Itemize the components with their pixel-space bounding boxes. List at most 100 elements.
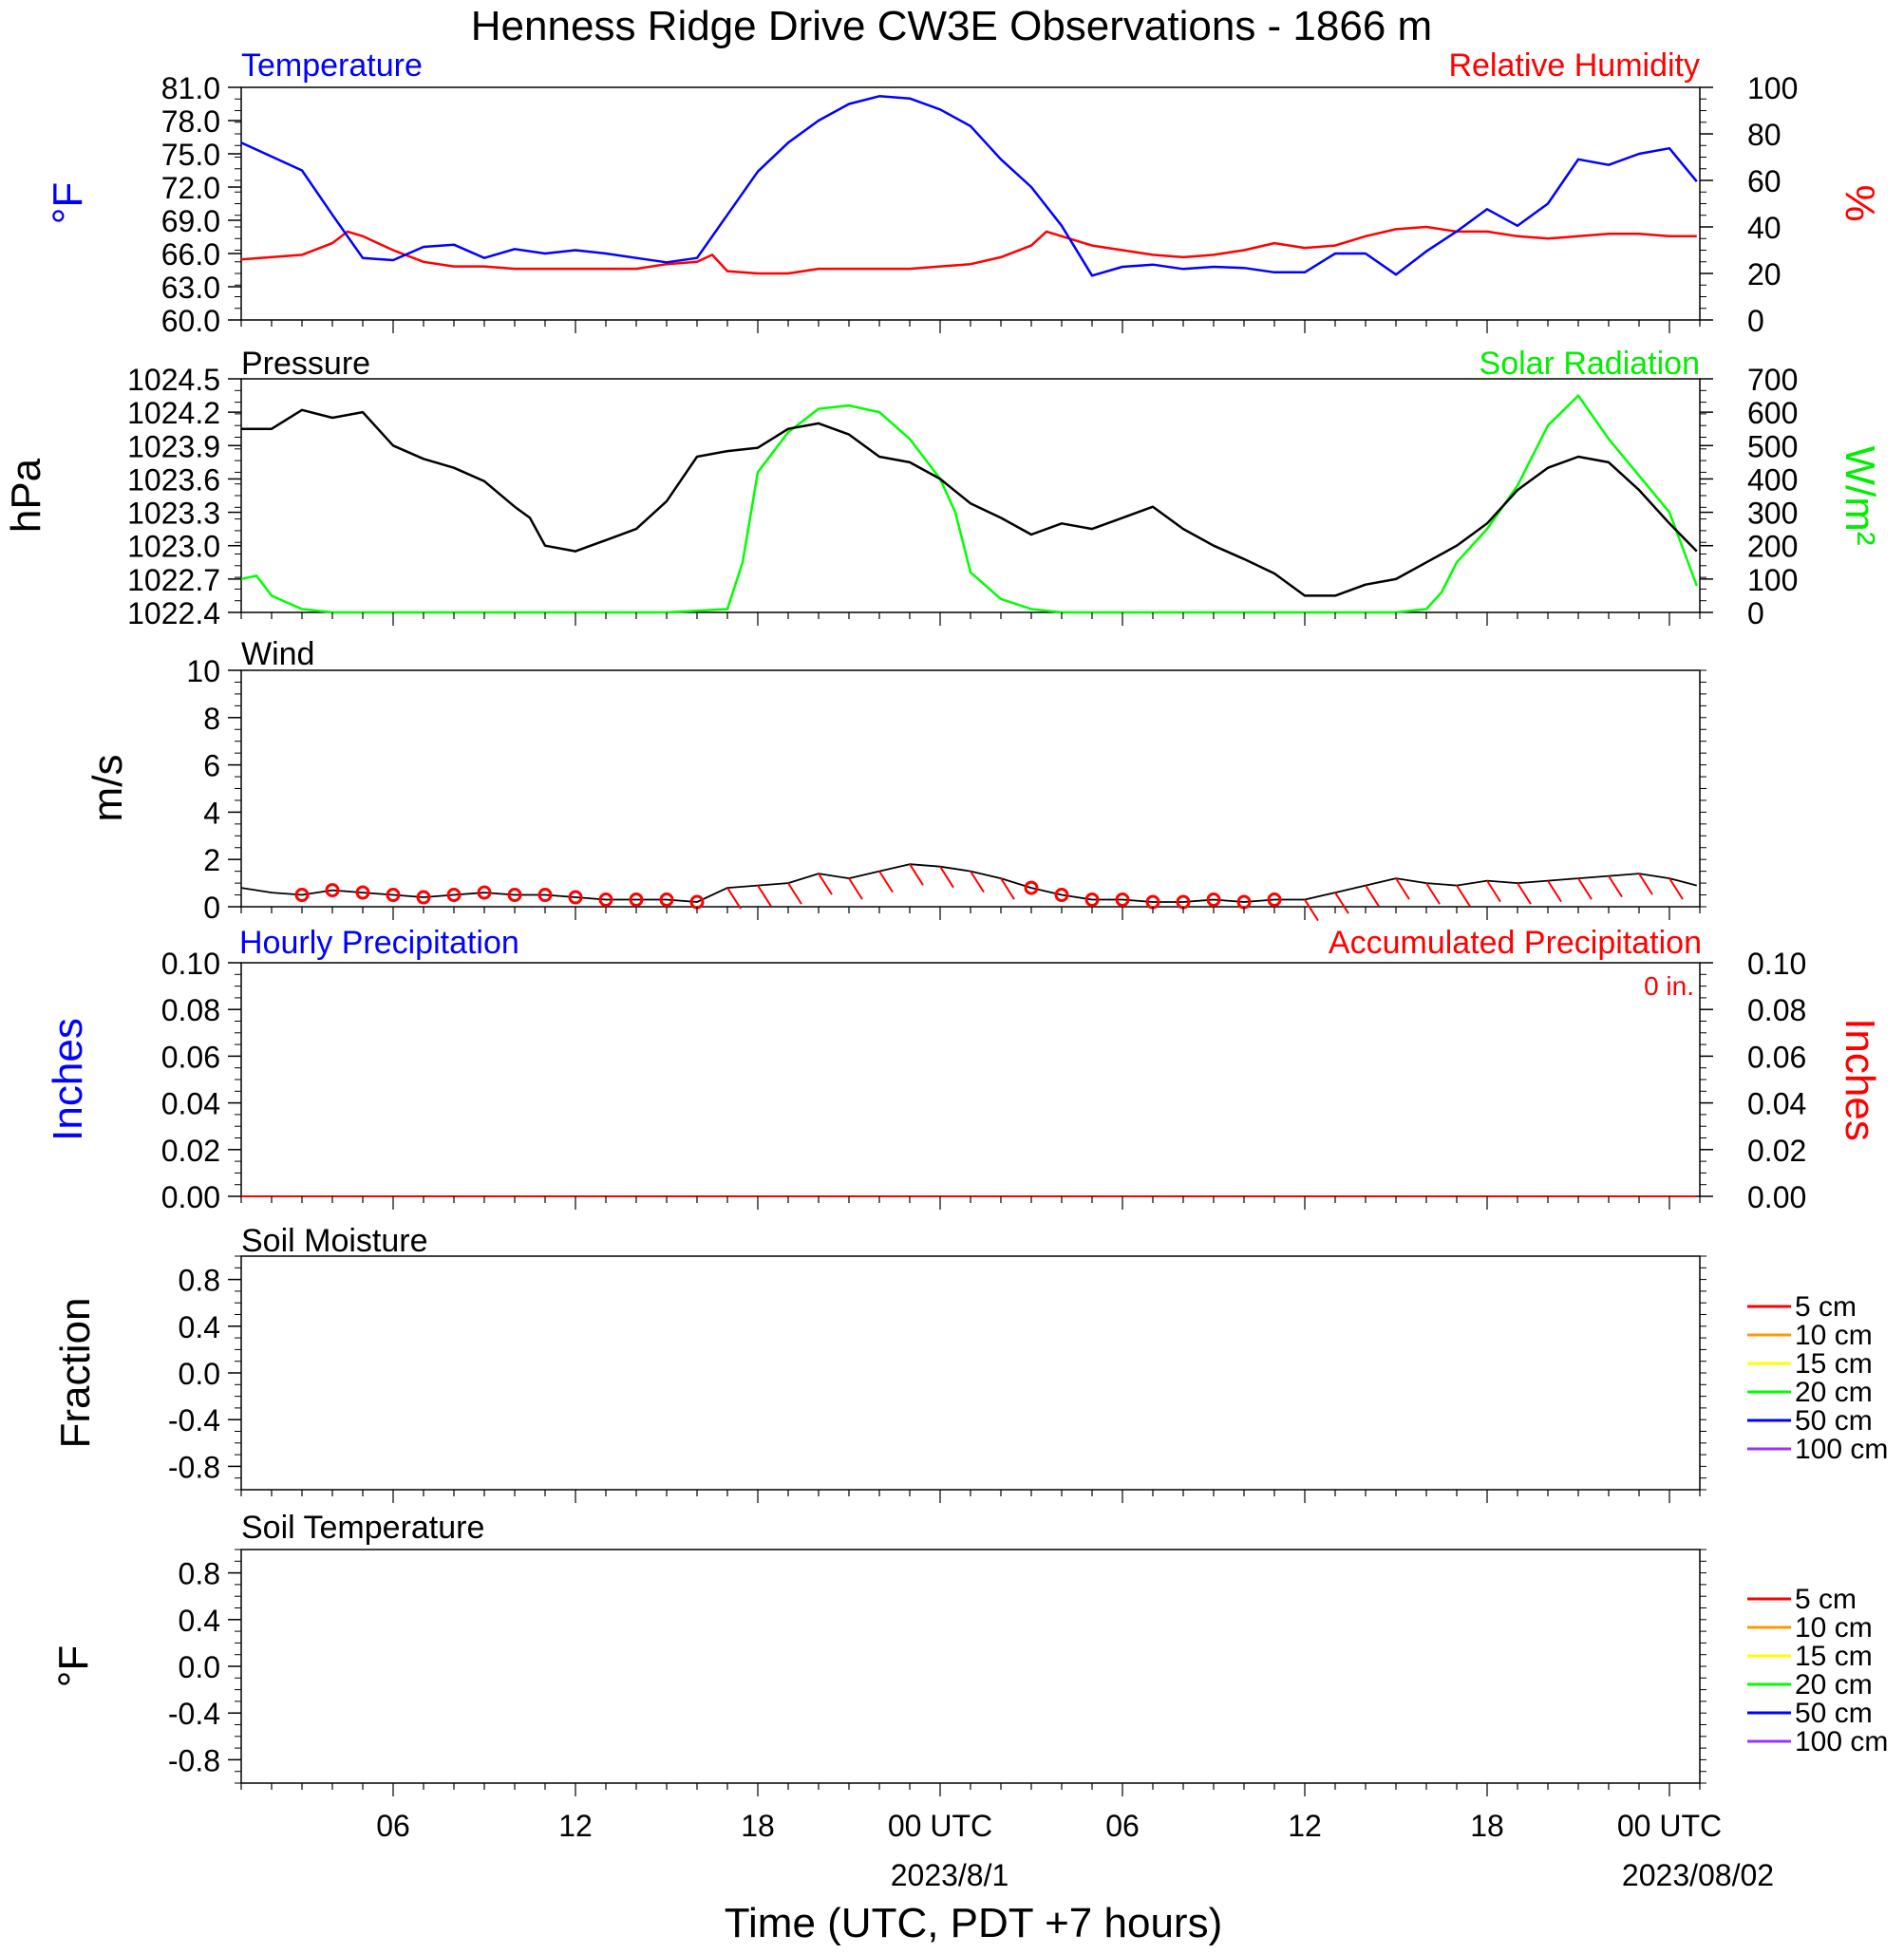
precip-panel: Hourly Precipitation Accumulated Precipi… bbox=[45, 925, 1883, 1214]
soil-temp-panel: Soil Temperature °F 0.8 0.4 0.0 -0.4 -0.8 5 … bbox=[50, 1510, 1888, 1784]
wind-barb bbox=[970, 871, 985, 893]
chart-title: Henness Ridge Drive CW3E Observations - … bbox=[471, 3, 1432, 49]
date-label-2: 2023/08/02 bbox=[1622, 1858, 1774, 1892]
wind-barb bbox=[1668, 877, 1684, 900]
calm-wind-marker bbox=[1054, 888, 1069, 903]
y-tick-label: 6 bbox=[203, 749, 220, 783]
pressure-line bbox=[241, 408, 1698, 597]
calm-wind-marker bbox=[629, 892, 644, 908]
wind-series-group bbox=[240, 863, 1698, 922]
y-tick-label: 500 bbox=[1747, 429, 1798, 463]
temperature-y-ticks: 81.078.075.072.069.066.063.060.0 bbox=[161, 71, 241, 338]
x-axis-title: Time (UTC, PDT +7 hours) bbox=[725, 1900, 1222, 1946]
y-tick-label: 1023.9 bbox=[127, 429, 220, 463]
calm-wind-marker bbox=[1115, 892, 1130, 908]
temperature-plot-frame bbox=[240, 86, 1701, 321]
solar-unit: W/m² bbox=[1837, 445, 1883, 545]
y-tick-label: -0.8 bbox=[168, 1743, 220, 1777]
y-tick-label: 0.04 bbox=[161, 1087, 220, 1121]
y-tick-label: 1022.7 bbox=[127, 563, 220, 597]
wind-barb bbox=[848, 877, 863, 900]
wind-barb bbox=[1334, 892, 1349, 914]
x-tick-label: 12 bbox=[1288, 1809, 1322, 1843]
y-tick-label: 100 bbox=[1747, 71, 1798, 105]
y-tick-label: 0.8 bbox=[179, 1264, 220, 1298]
y-tick-label: 0.10 bbox=[161, 947, 220, 981]
calm-wind-marker bbox=[386, 888, 401, 903]
calm-wind-marker bbox=[1084, 892, 1100, 908]
soil-moisture-y-ticks: 0.8 0.4 0.0 -0.4 -0.8 bbox=[168, 1264, 241, 1484]
precip-right-y-ticks: 0.10 0.08 0.06 0.04 0.02 0.00 bbox=[1700, 947, 1806, 1214]
time-axis-ticks bbox=[235, 86, 1706, 1796]
soil-temp-plot-frame bbox=[240, 1549, 1701, 1784]
pressure-unit: hPa bbox=[3, 458, 49, 533]
wind-unit: m/s bbox=[85, 755, 131, 822]
y-tick-label: 80 bbox=[1747, 118, 1781, 152]
soil-temp-unit: °F bbox=[50, 1645, 97, 1687]
legend-label: 20 cm bbox=[1795, 1377, 1873, 1408]
y-tick-label: 600 bbox=[1747, 396, 1798, 430]
x-tick-label: 00 UTC bbox=[888, 1809, 992, 1843]
legend-label: 15 cm bbox=[1795, 1641, 1873, 1672]
calm-wind-marker bbox=[659, 892, 674, 908]
calm-wind-marker bbox=[416, 890, 431, 905]
y-tick-label: 0.0 bbox=[179, 1357, 220, 1391]
calm-wind-marker bbox=[537, 888, 553, 903]
wind-barb bbox=[878, 871, 894, 893]
legend-label: 15 cm bbox=[1795, 1348, 1873, 1380]
y-tick-label: 1023.3 bbox=[127, 497, 220, 531]
y-tick-label: 20 bbox=[1747, 257, 1781, 291]
x-tick-label: 00 UTC bbox=[1617, 1809, 1722, 1843]
date-label-1: 2023/8/1 bbox=[891, 1858, 1009, 1892]
temperature-panel: Temperature Relative Humidity °F % 81.07… bbox=[45, 47, 1883, 338]
y-tick-label: 0.08 bbox=[1747, 993, 1806, 1027]
y-tick-label: 400 bbox=[1747, 462, 1798, 497]
calm-wind-marker bbox=[568, 890, 583, 905]
wind-barb bbox=[1638, 873, 1653, 895]
soil-moisture-plot-frame bbox=[240, 1255, 1701, 1491]
soil-moisture-panel: Soil Moisture Fraction 0.8 0.4 0.0 -0.4 -0.8… bbox=[52, 1223, 1888, 1491]
wind-barb bbox=[726, 887, 742, 910]
y-tick-label: 0.02 bbox=[1747, 1134, 1806, 1168]
wind-barb bbox=[1486, 880, 1501, 903]
y-tick-label: -0.4 bbox=[168, 1403, 220, 1437]
y-tick-label: 0.06 bbox=[1747, 1040, 1806, 1074]
wind-barb bbox=[1365, 885, 1380, 908]
temperature-unit: °F bbox=[45, 182, 91, 224]
y-tick-label: -0.4 bbox=[168, 1697, 220, 1731]
y-tick-label: 1023.0 bbox=[127, 530, 220, 564]
y-tick-label: 1023.6 bbox=[127, 462, 220, 497]
x-tick-label: 06 bbox=[376, 1809, 410, 1843]
legend-label: 20 cm bbox=[1795, 1669, 1873, 1700]
y-tick-label: 75.0 bbox=[161, 138, 220, 172]
wind-barb bbox=[787, 882, 802, 905]
wind-barb bbox=[757, 885, 772, 908]
legend-label: 100 cm bbox=[1795, 1434, 1888, 1465]
legend-label: 100 cm bbox=[1795, 1726, 1888, 1757]
pressure-plot-frame bbox=[240, 378, 1701, 613]
y-tick-label: 0.0 bbox=[179, 1650, 220, 1684]
wind-barb bbox=[1425, 882, 1441, 905]
y-tick-label: 1022.4 bbox=[127, 596, 220, 630]
y-tick-label: 81.0 bbox=[161, 71, 220, 105]
wind-barb bbox=[1395, 877, 1410, 900]
y-tick-label: 0.4 bbox=[179, 1310, 220, 1344]
precip-plot-frame bbox=[240, 962, 1701, 1197]
y-tick-label: 0 bbox=[1747, 596, 1764, 630]
pressure-panel: Pressure Solar Radiation hPa W/m² 1024.5… bbox=[3, 346, 1883, 630]
wind-barb bbox=[909, 863, 924, 886]
y-tick-label: 78.0 bbox=[161, 104, 220, 139]
y-tick-label: 40 bbox=[1747, 211, 1781, 245]
legend-label: 5 cm bbox=[1795, 1291, 1857, 1323]
y-tick-label: 66.0 bbox=[161, 237, 220, 272]
time-axis-labels: 06 12 18 00 UTC 06 12 18 00 UTC bbox=[376, 1809, 1722, 1843]
x-tick-label: 06 bbox=[1105, 1809, 1140, 1843]
temperature-series-group bbox=[240, 95, 1698, 277]
legend-label: 10 cm bbox=[1795, 1612, 1873, 1644]
wind-y-ticks: 10 8 6 4 2 0 bbox=[186, 654, 241, 925]
y-tick-label: 1024.5 bbox=[127, 363, 220, 397]
calm-wind-marker bbox=[1267, 892, 1282, 908]
